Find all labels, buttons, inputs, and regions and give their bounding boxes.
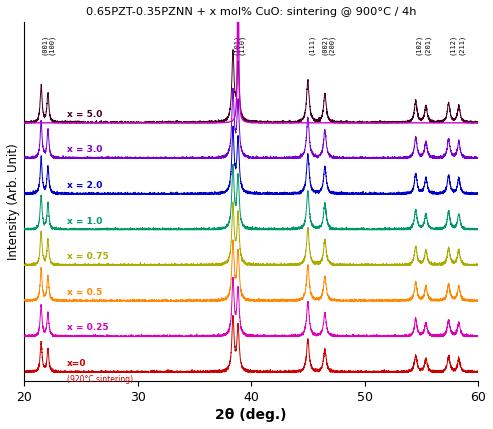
Y-axis label: Intensity (Arb. Unit): Intensity (Arb. Unit): [7, 143, 20, 260]
Text: (111): (111): [308, 33, 315, 54]
Text: x = 2.0: x = 2.0: [67, 181, 103, 190]
Text: x = 5.0: x = 5.0: [67, 110, 103, 119]
Text: (112): (112): [449, 33, 455, 54]
Text: x=0: x=0: [67, 359, 87, 368]
Text: x = 3.0: x = 3.0: [67, 145, 103, 154]
Title: 0.65PZT-0.35PZNN + x mol% CuO: sintering @ 900°C / 4h: 0.65PZT-0.35PZNN + x mol% CuO: sintering…: [86, 7, 417, 17]
Text: x = 0.75: x = 0.75: [67, 252, 109, 261]
Text: (211): (211): [458, 33, 464, 54]
Text: x = 0.5: x = 0.5: [67, 288, 103, 297]
Text: (102): (102): [415, 33, 421, 54]
Text: (002): (002): [321, 33, 328, 54]
Text: x = 1.0: x = 1.0: [67, 217, 103, 226]
Text: (201): (201): [423, 33, 430, 54]
Text: (920°C sintering): (920°C sintering): [67, 375, 134, 384]
Text: (001): (001): [41, 33, 48, 54]
Text: (200): (200): [328, 33, 334, 54]
Text: (100): (100): [48, 33, 54, 54]
Text: x = 0.25: x = 0.25: [67, 323, 109, 332]
X-axis label: 2θ (deg.): 2θ (deg.): [215, 408, 287, 422]
Text: (101): (101): [233, 33, 240, 54]
Text: (110): (110): [238, 33, 245, 54]
